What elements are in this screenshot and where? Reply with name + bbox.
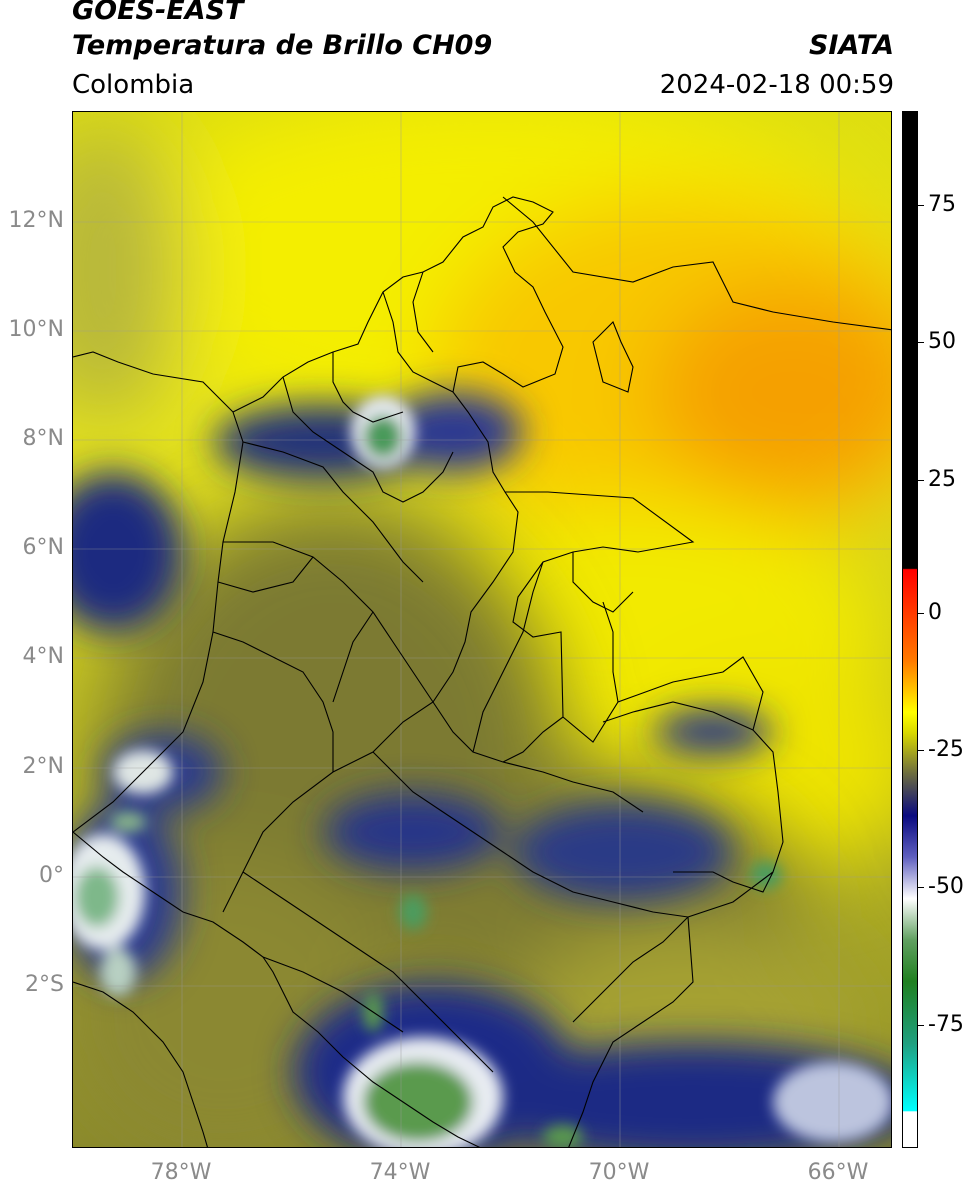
- colorbar-tick: [918, 480, 924, 481]
- datetime-label: 2024-02-18 00:59: [659, 70, 894, 100]
- product-title: Temperatura de Brillo CH09: [72, 30, 493, 61]
- colorbar-tick: [918, 613, 924, 614]
- map-canvas: [73, 112, 891, 1147]
- colorbar-label: 0: [928, 600, 942, 625]
- lat-label: 10°N: [8, 317, 64, 342]
- agency-label: SIATA: [808, 30, 894, 61]
- lon-label: 78°W: [150, 1160, 212, 1185]
- lat-label: 4°N: [22, 644, 64, 669]
- colorbar-label: 25: [928, 467, 956, 492]
- lat-label: 2°S: [25, 972, 64, 997]
- colorbar: [902, 111, 918, 1148]
- lon-label: 70°W: [588, 1160, 650, 1185]
- colorbar-tick: [918, 1025, 924, 1026]
- colorbar-label: -50: [928, 874, 964, 899]
- region-label: Colombia: [72, 70, 195, 100]
- country-boundaries: [73, 196, 891, 1147]
- colorbar-label: 50: [928, 329, 956, 354]
- satellite-title: GOES-EAST: [72, 0, 244, 26]
- lon-label: 66°W: [807, 1160, 869, 1185]
- colorbar-tick: [918, 750, 924, 751]
- colorbar-tick: [918, 205, 924, 206]
- lat-label: 0°: [39, 863, 64, 888]
- lon-label: 74°W: [369, 1160, 431, 1185]
- colorbar-label: 75: [928, 192, 956, 217]
- colorbar-label: -25: [928, 737, 964, 762]
- colorbar-tick: [918, 887, 924, 888]
- lat-label: 2°N: [22, 754, 64, 779]
- colorbar-tick: [918, 342, 924, 343]
- lat-label: 12°N: [8, 208, 64, 233]
- colorbar-label: -75: [928, 1012, 964, 1037]
- lat-label: 8°N: [22, 426, 64, 451]
- lat-label: 6°N: [22, 535, 64, 560]
- satellite-map[interactable]: [72, 111, 892, 1148]
